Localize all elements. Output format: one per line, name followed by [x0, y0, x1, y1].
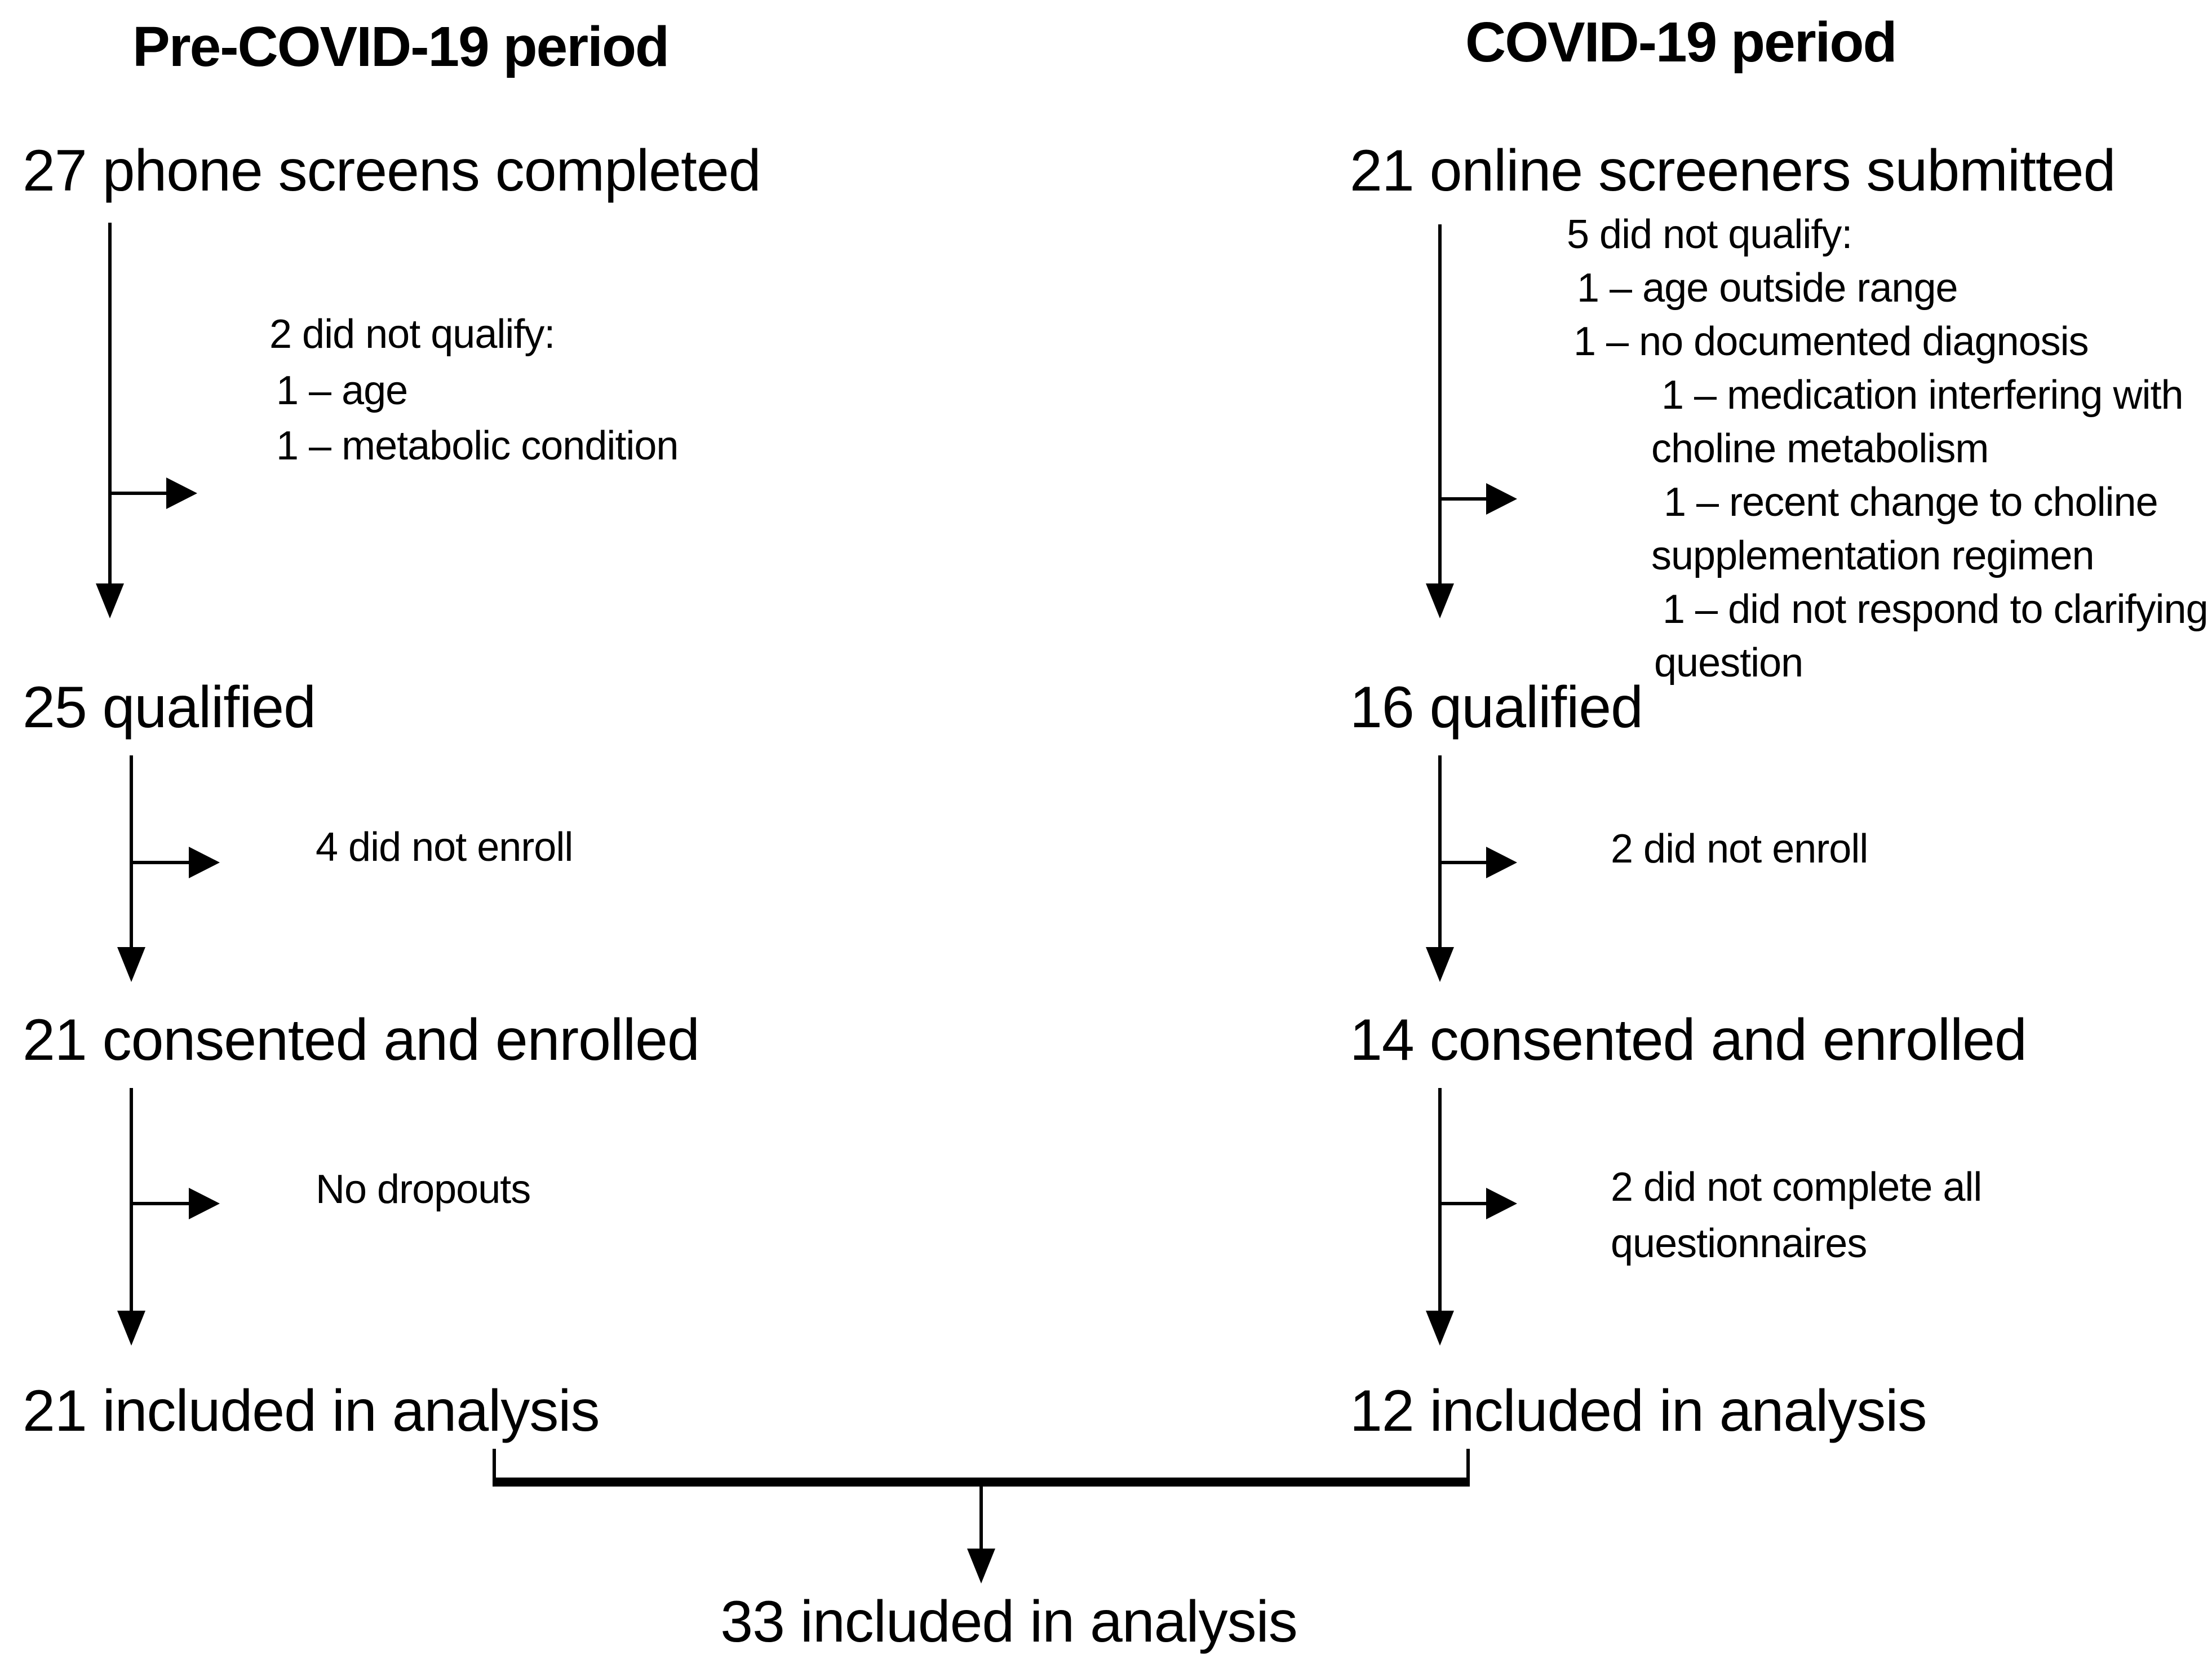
node-covid-enrolled: 14 consented and enrolled — [1350, 1007, 2027, 1073]
covid-exclusion-not-qualified-line: 1 – age outside range — [1577, 266, 1958, 311]
covid-exclusion-not-qualified-line: 1 – recent change to choline — [1664, 480, 2158, 525]
node-pre-enrolled: 21 consented and enrolled — [23, 1007, 700, 1073]
merge-bracket-right-stub — [1466, 1449, 1470, 1480]
covid-exclusion-incomplete-line: questionnaires — [1611, 1221, 1867, 1266]
right-branch-line-3 — [1438, 1202, 1486, 1205]
covid-exclusion-not-qualified-line: 5 did not qualify: — [1567, 212, 1852, 257]
covid-exclusion-not-qualified-line: supplementation regimen — [1651, 533, 2094, 578]
left-branch-line-1 — [108, 492, 166, 495]
node-covid-analyzed: 12 included in analysis — [1350, 1378, 1927, 1444]
left-branch-line-3 — [130, 1202, 189, 1205]
arrowhead-down-icon — [967, 1549, 995, 1584]
pre-exclusion-not-enrolled: 4 did not enroll — [316, 825, 573, 870]
arrowhead-down-icon — [117, 947, 145, 982]
node-covid-screened: 21 online screeners submitted — [1350, 138, 2116, 204]
arrowhead-down-icon — [96, 583, 124, 618]
arrowhead-down-icon — [1426, 947, 1454, 982]
pre-exclusion-not-qualified-line: 2 did not qualify: — [269, 312, 555, 357]
covid-exclusion-not-qualified-line: 1 – medication interfering with — [1661, 373, 2183, 418]
node-covid-qualified: 16 qualified — [1350, 675, 1643, 740]
right-branch-line-2 — [1438, 861, 1486, 864]
node-total-analyzed: 33 included in analysis — [720, 1589, 1297, 1655]
arrowhead-down-icon — [1426, 1311, 1454, 1346]
covid-exclusion-not-qualified-line: 1 – did not respond to clarifying — [1663, 587, 2209, 632]
left-flow-line-3 — [130, 1088, 133, 1311]
left-column-header: Pre-COVID-19 period — [132, 15, 670, 78]
pre-exclusion-dropouts: No dropouts — [316, 1167, 531, 1212]
pre-exclusion-not-qualified-line: 1 – age — [276, 368, 408, 413]
right-flow-line-2 — [1438, 755, 1442, 947]
node-pre-qualified: 25 qualified — [23, 675, 316, 740]
right-flow-line-3 — [1438, 1088, 1442, 1311]
node-pre-analyzed: 21 included in analysis — [23, 1378, 600, 1444]
arrowhead-right-icon — [189, 1188, 220, 1219]
covid-exclusion-not-enrolled: 2 did not enroll — [1611, 826, 1868, 872]
arrowhead-right-icon — [189, 847, 220, 878]
arrowhead-right-icon — [1486, 483, 1517, 515]
covid-exclusion-not-qualified-line: question — [1654, 640, 1803, 685]
arrowhead-down-icon — [117, 1311, 145, 1346]
arrowhead-right-icon — [1486, 1188, 1517, 1219]
merge-flow-line — [979, 1487, 983, 1549]
covid-exclusion-incomplete-line: 2 did not complete all — [1611, 1165, 1982, 1210]
pre-exclusion-not-qualified-line: 1 – metabolic condition — [276, 423, 679, 468]
node-pre-screened: 27 phone screens completed — [23, 138, 761, 204]
left-flow-line-2 — [130, 755, 133, 947]
left-flow-line-1 — [108, 223, 112, 583]
right-column-header: COVID-19 period — [1465, 11, 1898, 74]
arrowhead-right-icon — [1486, 847, 1517, 878]
arrowhead-down-icon — [1426, 583, 1454, 618]
left-branch-line-2 — [130, 861, 189, 864]
right-branch-line-1 — [1438, 497, 1486, 501]
covid-exclusion-not-qualified-line: choline metabolism — [1651, 426, 1989, 471]
arrowhead-right-icon — [166, 477, 197, 509]
covid-exclusion-not-qualified-line: 1 – no documented diagnosis — [1573, 319, 2089, 364]
right-flow-line-1 — [1438, 224, 1442, 583]
merge-bracket-left-stub — [493, 1449, 496, 1480]
merge-bracket-bar — [493, 1478, 1470, 1487]
